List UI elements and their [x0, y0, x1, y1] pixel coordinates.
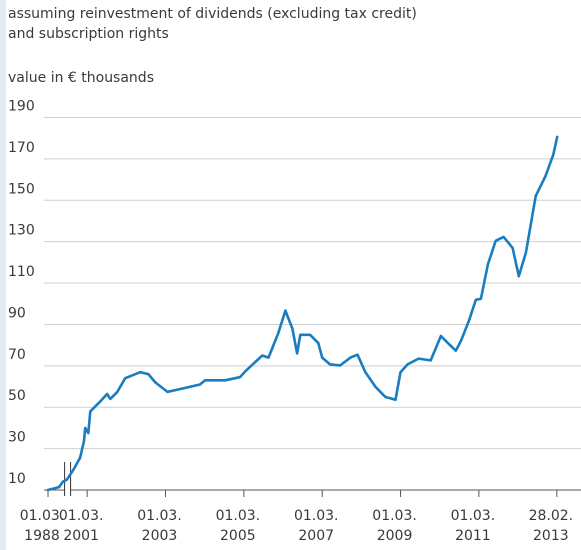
y-tick-label: 90: [8, 305, 26, 321]
x-tick-label: 01.03. 2011: [450, 508, 496, 544]
y-tick-label: 190: [8, 98, 35, 114]
x-tick-label: 01.03. 2001: [58, 508, 104, 544]
subtitle: assuming reinvestment of dividends (excl…: [8, 6, 417, 42]
x-tick-label: 01.03. 1988: [19, 508, 65, 544]
y-tick-label: 110: [8, 264, 35, 280]
x-tick-label: 01.03. 2007: [293, 508, 339, 544]
y-axis-label: value in € thousands: [8, 70, 154, 86]
x-tick-label: 01.03. 2005: [215, 508, 261, 544]
x-tick-label: 01.03. 2003: [137, 508, 182, 544]
y-tick-label: 170: [8, 140, 35, 156]
y-tick-label: 50: [8, 388, 26, 404]
y-tick-label: 150: [8, 181, 35, 197]
y-tick-label: 10: [8, 471, 26, 487]
y-tick-label: 70: [8, 347, 26, 363]
y-tick-label: 130: [8, 223, 35, 239]
x-tick-label: 28.02. 2013: [528, 508, 574, 544]
plot: 10 30 50 70 90 110 130 150 170 190: [8, 98, 581, 497]
line: [46, 135, 559, 492]
y-tick-label: 30: [8, 430, 26, 446]
x-tick-label: 01.03. 2009: [372, 508, 417, 544]
